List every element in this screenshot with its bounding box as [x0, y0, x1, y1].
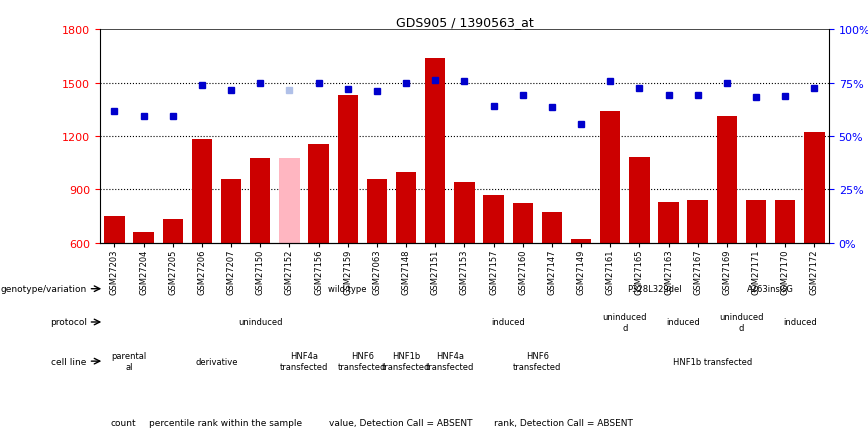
- Bar: [571, 240, 591, 243]
- Bar: [600, 112, 621, 243]
- Bar: [425, 59, 445, 243]
- Bar: [454, 183, 475, 243]
- Text: wild type: wild type: [328, 285, 367, 293]
- Bar: [162, 219, 183, 243]
- Text: derivative: derivative: [195, 357, 238, 366]
- Text: A263insGG: A263insGG: [747, 285, 794, 293]
- Text: induced: induced: [491, 318, 525, 327]
- Bar: [104, 217, 125, 243]
- Text: induced: induced: [667, 318, 700, 327]
- Text: count: count: [110, 418, 136, 427]
- Bar: [366, 179, 387, 243]
- Bar: [746, 201, 766, 243]
- Bar: [220, 179, 241, 243]
- Title: GDS905 / 1390563_at: GDS905 / 1390563_at: [396, 16, 533, 29]
- Text: HNF6
transfected: HNF6 transfected: [513, 352, 562, 371]
- Text: HNF4a
transfected: HNF4a transfected: [279, 352, 328, 371]
- Text: HNF1b
transfected: HNF1b transfected: [382, 352, 431, 371]
- Text: protocol: protocol: [49, 318, 87, 327]
- Text: value, Detection Call = ABSENT: value, Detection Call = ABSENT: [329, 418, 473, 427]
- Text: uninduced
d: uninduced d: [602, 312, 647, 332]
- Bar: [717, 117, 737, 243]
- Bar: [279, 159, 299, 243]
- Bar: [308, 145, 329, 243]
- Text: HNF6
transfected: HNF6 transfected: [339, 352, 386, 371]
- Bar: [512, 203, 533, 243]
- Bar: [658, 202, 679, 243]
- Bar: [134, 233, 154, 243]
- Text: parental
al: parental al: [111, 352, 147, 371]
- Text: genotype/variation: genotype/variation: [1, 285, 87, 293]
- Bar: [542, 213, 562, 243]
- Bar: [483, 195, 503, 243]
- Text: rank, Detection Call = ABSENT: rank, Detection Call = ABSENT: [494, 418, 633, 427]
- Bar: [338, 96, 358, 243]
- Text: percentile rank within the sample: percentile rank within the sample: [149, 418, 302, 427]
- Bar: [250, 159, 271, 243]
- Text: induced: induced: [783, 318, 817, 327]
- Bar: [687, 201, 708, 243]
- Text: cell line: cell line: [51, 357, 87, 366]
- Bar: [192, 139, 212, 243]
- Text: uninduced
d: uninduced d: [720, 312, 764, 332]
- Bar: [804, 133, 825, 243]
- Text: uninduced: uninduced: [238, 318, 282, 327]
- Bar: [396, 172, 417, 243]
- Text: P328L329del: P328L329del: [627, 285, 681, 293]
- Text: HNF1b transfected: HNF1b transfected: [673, 357, 752, 366]
- Text: HNF4a
transfected: HNF4a transfected: [425, 352, 474, 371]
- Bar: [629, 158, 649, 243]
- Bar: [775, 201, 795, 243]
